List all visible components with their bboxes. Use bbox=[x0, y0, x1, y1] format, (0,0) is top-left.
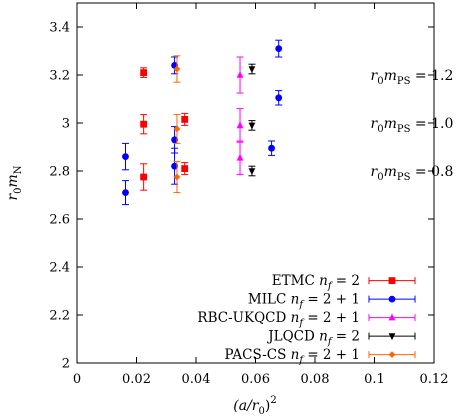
data-point bbox=[173, 173, 181, 181]
y-tick-label: 2.6 bbox=[49, 213, 70, 228]
data-point bbox=[122, 153, 129, 161]
x-tick-label: 0.1 bbox=[364, 372, 385, 387]
data-point bbox=[173, 125, 181, 133]
data-point bbox=[248, 66, 256, 73]
legend-label: ETMC nf = 2 bbox=[272, 273, 360, 292]
y-axis: 2 2.2 2.4 2.6 2.8 3 3.2 3.4 bbox=[49, 21, 434, 372]
series-layer bbox=[121, 39, 283, 206]
y-tick-label: 2.2 bbox=[49, 309, 70, 324]
data-point bbox=[122, 189, 129, 197]
data-point bbox=[236, 121, 244, 129]
data-point bbox=[140, 173, 148, 181]
annotation-label: r0mPS = 1.0 bbox=[371, 116, 454, 135]
data-point bbox=[171, 136, 178, 144]
x-tick-label: 0.04 bbox=[182, 372, 211, 387]
legend-label: MILC nf = 2 + 1 bbox=[248, 292, 360, 311]
y-tick-label: 2.4 bbox=[49, 261, 70, 276]
x-tick-label: 0 bbox=[73, 372, 81, 387]
data-point bbox=[140, 120, 148, 128]
x-tick-label: 0.02 bbox=[122, 372, 151, 387]
legend-marker bbox=[388, 351, 396, 358]
series-milc bbox=[121, 39, 283, 206]
data-point bbox=[275, 94, 283, 102]
data-point bbox=[181, 116, 189, 123]
legend-marker bbox=[388, 295, 396, 303]
y-tick-label: 3.4 bbox=[49, 21, 70, 36]
annotations: r0mPS = 1.2 r0mPS = 1.0 r0mPS = 0.8 bbox=[371, 68, 454, 183]
legend-marker bbox=[388, 333, 396, 341]
legend-entry: JLQCD nf = 2 bbox=[266, 329, 416, 348]
x-axis: 0 0.02 0.04 0.06 0.08 0.1 0.12 bbox=[73, 3, 449, 387]
data-point bbox=[236, 153, 244, 161]
x-axis-label: (a/r0)2 bbox=[233, 395, 276, 417]
series-rbc-ukqcd bbox=[236, 56, 244, 176]
legend-entry: RBC-UKQCD nf = 2 + 1 bbox=[197, 310, 416, 329]
annotation-label: r0mPS = 1.2 bbox=[371, 68, 454, 87]
data-point bbox=[171, 162, 178, 170]
y-tick-label: 3.2 bbox=[49, 69, 70, 84]
data-point bbox=[275, 45, 283, 52]
legend-marker bbox=[388, 313, 396, 321]
legend-marker bbox=[388, 277, 396, 284]
x-tick-label: 0.06 bbox=[241, 372, 270, 387]
data-point bbox=[268, 144, 275, 152]
legend-label: PACS-CS nf = 2 + 1 bbox=[225, 347, 360, 366]
legend-label: RBC-UKQCD nf = 2 + 1 bbox=[197, 310, 360, 329]
data-point bbox=[248, 168, 256, 175]
data-point bbox=[173, 65, 181, 73]
legend-entry: PACS-CS nf = 2 + 1 bbox=[225, 347, 416, 366]
legend-entry: ETMC nf = 2 bbox=[272, 273, 416, 292]
x-tick-label: 0.12 bbox=[420, 372, 449, 387]
series-etmc bbox=[140, 67, 189, 191]
legend-entry: MILC nf = 2 + 1 bbox=[248, 292, 416, 311]
data-point bbox=[236, 71, 244, 78]
data-point bbox=[140, 69, 148, 76]
y-tick-label: 2 bbox=[62, 357, 70, 372]
y-axis-label: r0mN bbox=[5, 165, 24, 200]
data-point bbox=[248, 122, 256, 130]
data-point bbox=[181, 165, 189, 172]
plot-frame bbox=[76, 2, 435, 364]
annotation-label: r0mPS = 0.8 bbox=[371, 164, 454, 183]
series-pacs-cs bbox=[173, 55, 181, 194]
y-tick-label: 2.8 bbox=[49, 165, 70, 180]
x-tick-label: 0.08 bbox=[301, 372, 330, 387]
legend-label: JLQCD nf = 2 bbox=[266, 329, 360, 348]
series-jlqcd bbox=[248, 63, 256, 177]
y-tick-label: 3 bbox=[62, 117, 70, 132]
